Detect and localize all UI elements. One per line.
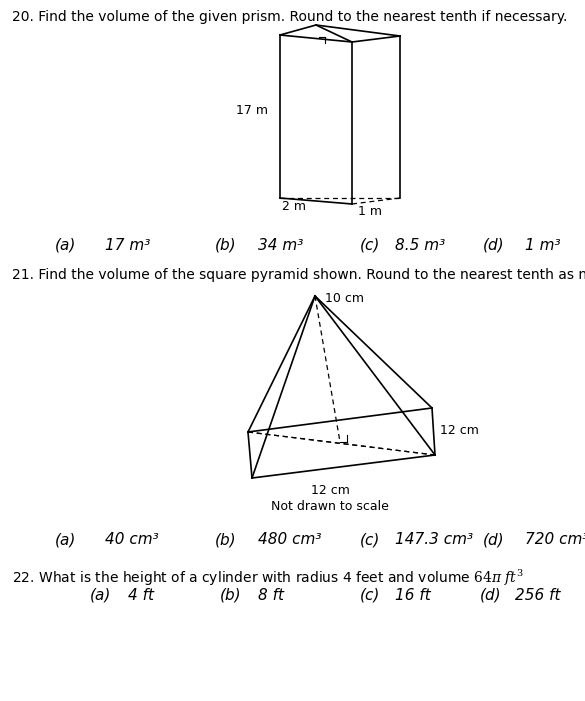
Text: 34 m³: 34 m³ [258,238,304,252]
Text: (b): (b) [220,587,242,602]
Text: (d): (d) [483,238,505,252]
Text: Not drawn to scale: Not drawn to scale [271,500,389,513]
Text: 8.5 m³: 8.5 m³ [395,238,445,252]
Text: (a): (a) [90,587,111,602]
Text: (c): (c) [360,533,380,547]
Text: (d): (d) [480,587,501,602]
Text: (a): (a) [55,533,77,547]
Text: 147.3 cm³: 147.3 cm³ [395,533,473,547]
Text: (d): (d) [483,533,505,547]
Text: 22. What is the height of a cylinder with radius 4 feet and volume $64\pi\ ft^3$: 22. What is the height of a cylinder wit… [12,568,524,588]
Text: (b): (b) [215,238,236,252]
Text: 480 cm³: 480 cm³ [258,533,322,547]
Text: 4 ft: 4 ft [128,587,154,602]
Text: 21. Find the volume of the square pyramid shown. Round to the nearest tenth as n: 21. Find the volume of the square pyrami… [12,268,585,282]
Text: 40 cm³: 40 cm³ [105,533,159,547]
Text: 10 cm: 10 cm [325,292,364,306]
Text: 20. Find the volume of the given prism. Round to the nearest tenth if necessary.: 20. Find the volume of the given prism. … [12,10,567,24]
Text: 720 cm³: 720 cm³ [525,533,585,547]
Text: (a): (a) [55,238,77,252]
Text: (b): (b) [215,533,236,547]
Text: 1 m³: 1 m³ [525,238,560,252]
Text: 16 ft: 16 ft [395,587,431,602]
Text: (c): (c) [360,587,380,602]
Text: 12 cm: 12 cm [440,423,479,437]
Text: (c): (c) [360,238,380,252]
Text: 17 m: 17 m [236,104,268,116]
Text: 1 m: 1 m [358,205,382,218]
Text: 256 ft: 256 ft [515,587,560,602]
Text: 17 m³: 17 m³ [105,238,150,252]
Text: 2 m: 2 m [282,200,306,213]
Text: 8 ft: 8 ft [258,587,284,602]
Text: 12 cm: 12 cm [311,484,349,497]
